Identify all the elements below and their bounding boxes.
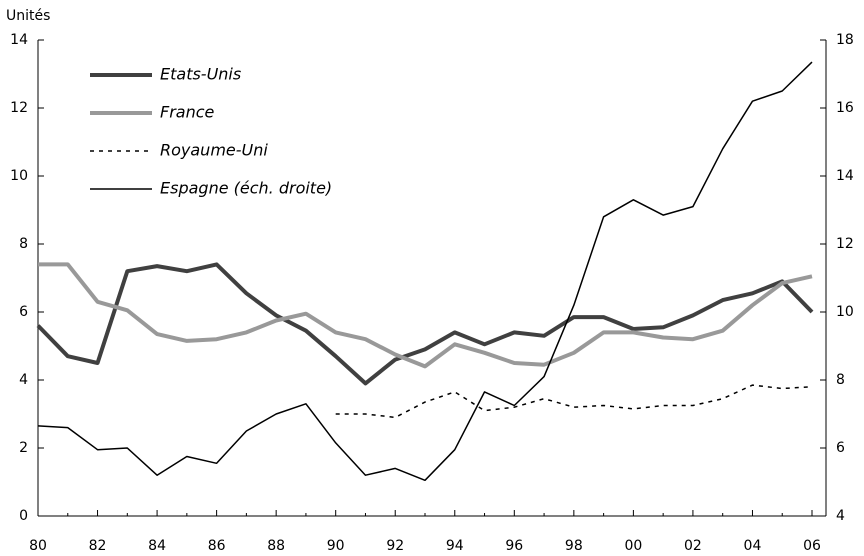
x-tick-label: 82 bbox=[89, 538, 107, 554]
x-tick-label: 06 bbox=[803, 538, 821, 554]
x-tick-label: 02 bbox=[684, 538, 702, 554]
y2-tick-label: 14 bbox=[836, 168, 854, 184]
x-tick-label: 88 bbox=[267, 538, 285, 554]
x-tick-label: 80 bbox=[29, 538, 47, 554]
x-tick-label: 84 bbox=[148, 538, 166, 554]
y-tick-label: 14 bbox=[10, 32, 28, 48]
y-tick-label: 2 bbox=[19, 440, 28, 456]
y2-tick-label: 10 bbox=[836, 304, 854, 320]
x-tick-label: 98 bbox=[565, 538, 583, 554]
legend-label: Royaume-Uni bbox=[160, 141, 268, 160]
legend-label: Etats-Unis bbox=[160, 65, 241, 84]
y2-tick-label: 4 bbox=[836, 508, 845, 524]
x-tick-label: 00 bbox=[624, 538, 642, 554]
y-tick-label: 6 bbox=[19, 304, 28, 320]
y-tick-label: 4 bbox=[19, 372, 28, 388]
x-tick-label: 96 bbox=[505, 538, 523, 554]
y2-tick-label: 12 bbox=[836, 236, 854, 252]
y2-tick-label: 6 bbox=[836, 440, 845, 456]
y-axis-label: Unités bbox=[6, 8, 50, 24]
x-tick-label: 04 bbox=[744, 538, 762, 554]
y-tick-label: 10 bbox=[10, 168, 28, 184]
x-tick-label: 94 bbox=[446, 538, 464, 554]
y2-tick-label: 18 bbox=[836, 32, 854, 48]
x-tick-label: 92 bbox=[386, 538, 404, 554]
x-tick-label: 86 bbox=[208, 538, 226, 554]
legend-label: Espagne (éch. droite) bbox=[160, 179, 332, 198]
y-tick-label: 0 bbox=[19, 508, 28, 524]
series-line bbox=[38, 262, 813, 369]
series-line bbox=[36, 262, 814, 386]
y-tick-label: 12 bbox=[10, 100, 28, 116]
legend-label: France bbox=[160, 103, 215, 122]
y2-tick-label: 8 bbox=[836, 372, 845, 388]
y2-tick-label: 16 bbox=[836, 100, 854, 116]
series-line bbox=[335, 384, 813, 419]
y-tick-label: 8 bbox=[19, 236, 28, 252]
series-line bbox=[37, 61, 813, 482]
x-tick-label: 90 bbox=[327, 538, 345, 554]
